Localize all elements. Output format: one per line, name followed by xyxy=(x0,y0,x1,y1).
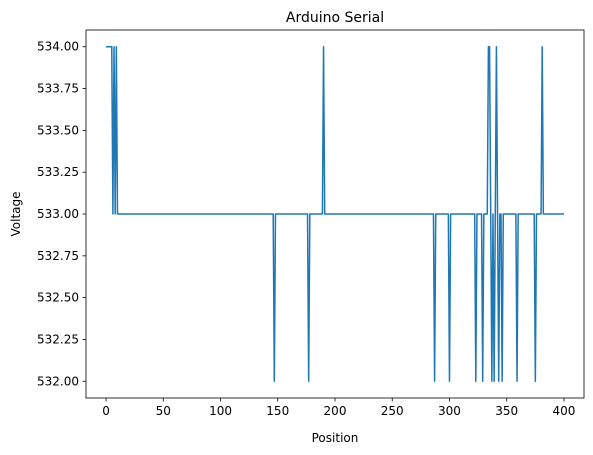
y-tick-label: 533.00 xyxy=(37,207,79,221)
chart-title: Arduino Serial xyxy=(286,10,384,26)
x-tick-label: 0 xyxy=(102,404,110,418)
x-tick-label: 100 xyxy=(209,404,232,418)
x-tick-label: 150 xyxy=(266,404,289,418)
x-tick-label: 250 xyxy=(381,404,404,418)
y-tick-label: 532.50 xyxy=(37,291,79,305)
plot-area xyxy=(106,45,564,383)
x-axis-title: Position xyxy=(312,431,359,445)
y-tick-label: 533.75 xyxy=(37,82,79,96)
y-tick-label: 534.00 xyxy=(37,40,79,54)
y-tick-label: 532.75 xyxy=(37,249,79,263)
y-axis-ticks: 532.00 532.25 532.50 532.75 533.00 533.25 533.… xyxy=(37,40,86,388)
x-axis-ticks: 0 50 100 150 200 250 300 350 400 xyxy=(102,398,575,418)
x-tick-label: 200 xyxy=(324,404,347,418)
x-tick-label: 50 xyxy=(156,404,171,418)
y-axis-title: Voltage xyxy=(9,191,23,236)
y-tick-label: 532.25 xyxy=(37,332,79,346)
y-tick-label: 532.00 xyxy=(37,374,79,388)
axes-frame xyxy=(85,29,585,399)
x-tick-label: 350 xyxy=(495,404,518,418)
x-tick-label: 400 xyxy=(553,404,576,418)
x-tick-label: 300 xyxy=(438,404,461,418)
y-tick-label: 533.25 xyxy=(37,165,79,179)
voltage-series-line xyxy=(106,45,564,383)
y-tick-label: 533.50 xyxy=(37,123,79,137)
